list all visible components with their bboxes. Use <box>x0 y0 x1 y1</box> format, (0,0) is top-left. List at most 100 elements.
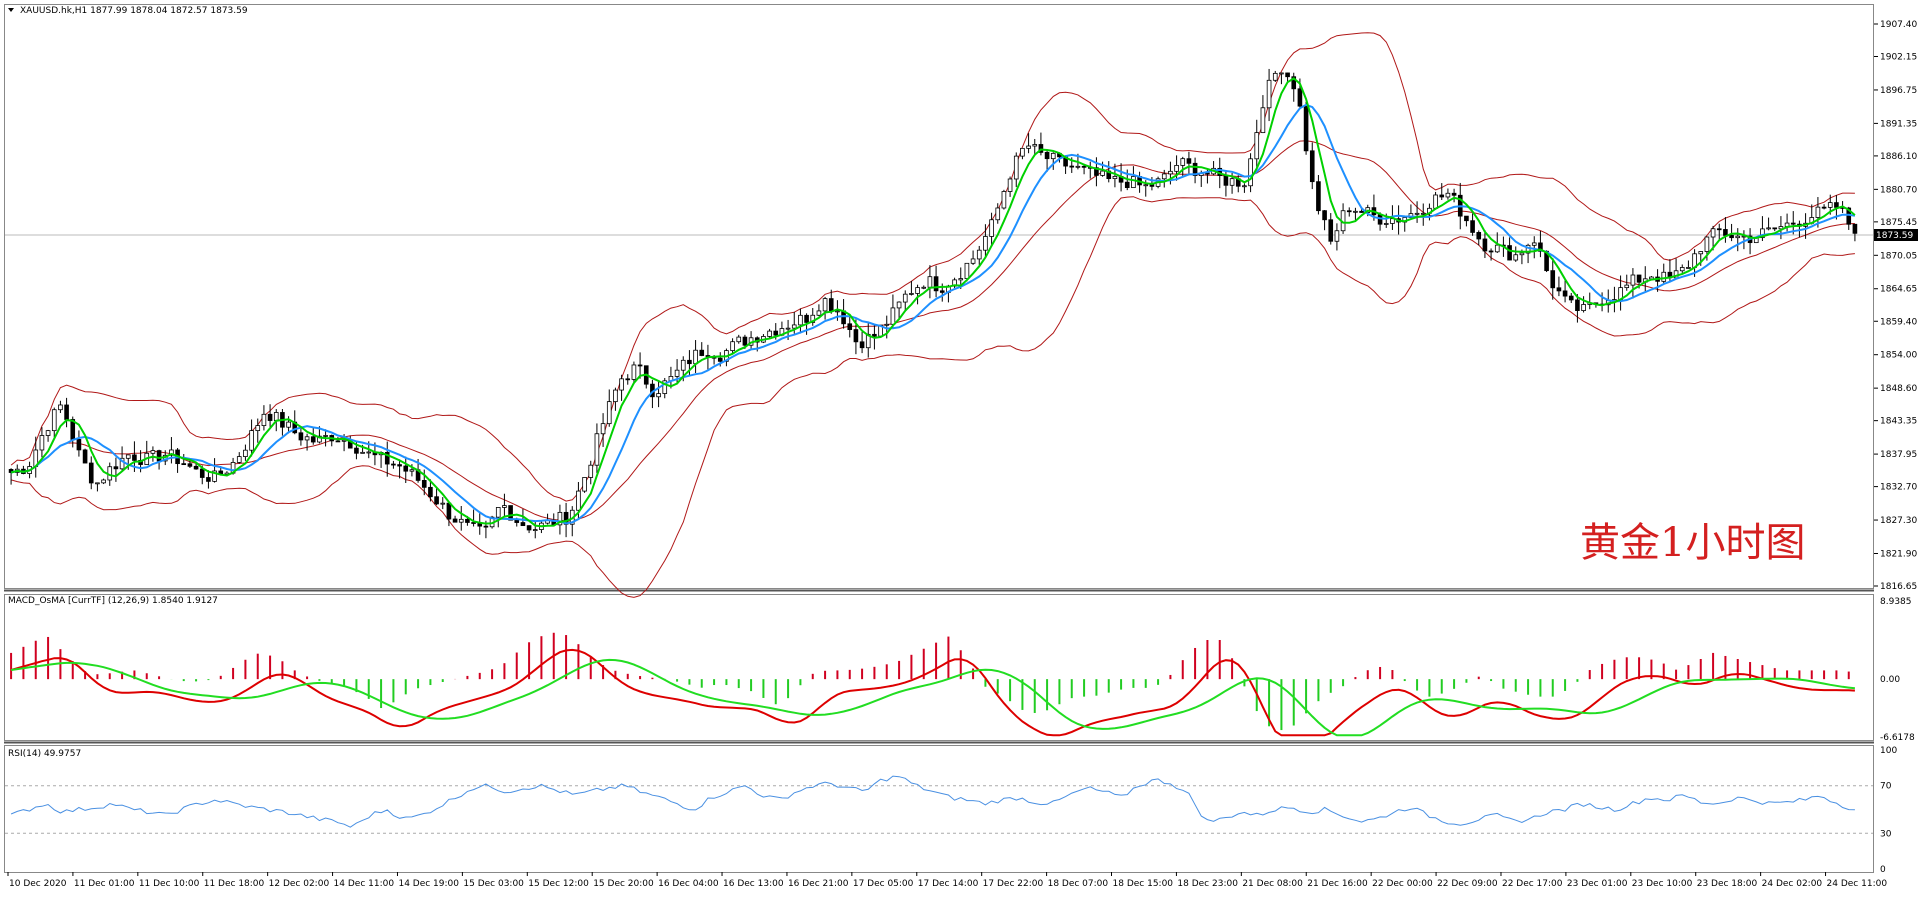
time-tick-label: 15 Dec 20:00 <box>593 879 654 889</box>
price-tick-label: 1886.10 <box>1880 152 1917 162</box>
time-tick-label: 22 Dec 09:00 <box>1437 879 1498 889</box>
price-tick-label: 1827.30 <box>1880 516 1917 526</box>
candle-body <box>212 470 217 482</box>
candle-body <box>45 430 51 436</box>
time-tick-label: 16 Dec 21:00 <box>788 879 849 889</box>
time-tick-label: 17 Dec 14:00 <box>918 879 979 889</box>
candle-body <box>1772 227 1778 230</box>
candle-body <box>1846 207 1852 225</box>
candle-body <box>1316 181 1321 212</box>
candle-body <box>1476 232 1482 240</box>
candle-body <box>687 359 692 365</box>
candle-body <box>317 435 322 443</box>
macd-tick-label: 0.00 <box>1880 675 1900 685</box>
price-tick-label: 1891.35 <box>1880 119 1917 129</box>
candle-body <box>915 287 920 294</box>
time-tick-label: 22 Dec 00:00 <box>1372 879 1433 889</box>
candle-body <box>1260 107 1266 134</box>
candle-body <box>1433 194 1438 209</box>
price-tick-label: 1902.15 <box>1880 53 1917 63</box>
candle-body <box>1069 165 1075 168</box>
rsi-tick-label: 100 <box>1880 746 1897 756</box>
candle-body <box>397 464 402 467</box>
candle-body <box>1161 173 1167 180</box>
candle-body <box>594 433 600 466</box>
candle-body <box>101 479 106 484</box>
candle-body <box>1100 170 1105 176</box>
candle-body <box>680 359 686 371</box>
candle-body <box>600 423 606 435</box>
candle-body <box>909 293 914 295</box>
candle-body <box>933 276 939 292</box>
candle-body <box>532 529 538 531</box>
candle-body <box>354 447 359 454</box>
candle-body <box>452 518 458 523</box>
macd-line <box>10 648 1855 737</box>
candle-body <box>995 207 1001 221</box>
price-tick-label: 1832.70 <box>1880 483 1917 493</box>
candle-body <box>1420 212 1426 215</box>
collapse-triangle-icon[interactable] <box>8 8 14 12</box>
rsi-line <box>10 775 1855 828</box>
candle-body <box>76 439 82 451</box>
candle-body <box>693 349 698 365</box>
candle-body <box>1007 178 1013 192</box>
candle-body <box>1383 223 1389 225</box>
price-axis: 1907.40 1902.15 1896.75 1891.35 1886.10 1880.… <box>1874 20 1917 592</box>
candle-body <box>1507 245 1512 261</box>
candle-body <box>742 336 748 346</box>
macd-axis: 8.9385 0.00 -6.6178 <box>1880 597 1915 743</box>
time-tick-label: 14 Dec 19:00 <box>398 879 459 889</box>
candle-body <box>1531 242 1537 246</box>
candle-body <box>520 522 526 527</box>
candle-body <box>1309 150 1315 183</box>
candle-body <box>1112 176 1118 180</box>
candle-body <box>847 323 853 330</box>
candle-body <box>1229 178 1235 186</box>
candle-body <box>1254 132 1260 160</box>
time-tick-label: 23 Dec 10:00 <box>1632 879 1693 889</box>
candle-body <box>1174 165 1179 172</box>
candle-body <box>51 409 57 432</box>
rsi-tick-label: 70 <box>1880 782 1892 792</box>
candle-body <box>1630 274 1636 286</box>
candle-body <box>150 450 156 454</box>
candle-body <box>896 301 902 309</box>
candle-body <box>1279 72 1284 75</box>
candle-body <box>1852 223 1858 234</box>
candle-body <box>958 278 964 281</box>
candle-body <box>1414 212 1420 215</box>
price-pane[interactable]: 1907.40 1902.15 1896.75 1891.35 1886.10 1880.… <box>5 6 1918 598</box>
candle-body <box>625 378 631 381</box>
candle-body <box>125 454 131 459</box>
macd-histogram <box>10 632 1850 731</box>
candle-body <box>508 505 513 521</box>
candle-body <box>1026 145 1031 149</box>
candle-body <box>1359 210 1364 213</box>
candle-body <box>872 333 877 337</box>
candle-body <box>187 463 193 467</box>
time-tick-label: 17 Dec 22:00 <box>983 879 1044 889</box>
candle-body <box>1790 222 1796 225</box>
candle-body <box>1050 152 1056 160</box>
candle-body <box>1168 170 1173 175</box>
candle-body <box>970 258 976 264</box>
candle-body <box>1562 290 1568 297</box>
candle-body <box>1322 210 1327 221</box>
candle-body <box>582 477 587 492</box>
time-tick-label: 18 Dec 23:00 <box>1177 879 1238 889</box>
rsi-pane[interactable]: 100 70 30 0 RSI(14) 49.9757 <box>5 746 1897 875</box>
candle-body <box>773 330 779 336</box>
candle-body <box>1525 244 1531 254</box>
candle-body <box>1038 144 1044 153</box>
candle-body <box>58 404 63 411</box>
time-axis: 10 Dec 2020 11 Dec 01:00 11 Dec 10:00 11 De… <box>7 872 1887 889</box>
candle-body <box>440 502 446 505</box>
candle-body <box>1556 287 1562 292</box>
candle-body <box>502 505 507 508</box>
candle-body <box>1679 267 1685 272</box>
candle-body <box>939 290 945 293</box>
candle-body <box>514 519 520 523</box>
candle-body <box>132 454 137 461</box>
macd-pane[interactable]: 8.9385 0.00 -6.6178 MACD_OsMA [CurrTF] (12… <box>8 596 1915 743</box>
